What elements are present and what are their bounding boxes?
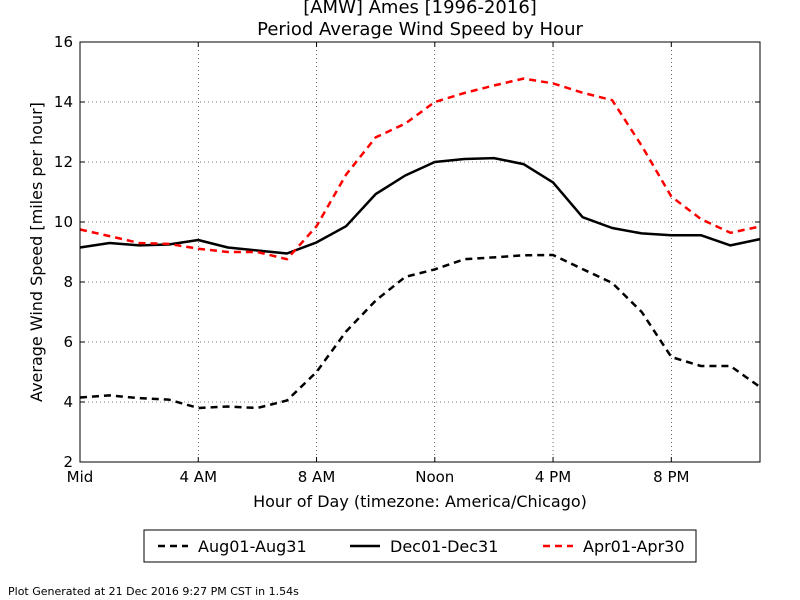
series-lines xyxy=(79,77,761,410)
x-tick-label: 8 PM xyxy=(653,468,689,486)
legend: Aug01-Aug31 Dec01-Dec31 Apr01-Apr30 xyxy=(143,529,697,563)
y-tick-label: 8 xyxy=(63,273,73,291)
series-line-1 xyxy=(79,156,761,255)
axis-ticks: Mid 4 AM 8 AM Noon 4 PM 8 PM 2 4 6 8 10 12 14 16 xyxy=(54,33,760,486)
y-tick-label: 4 xyxy=(63,393,73,411)
chart-subtitle: Period Average Wind Speed by Hour xyxy=(257,19,583,40)
y-tick-label: 6 xyxy=(63,333,73,351)
legend-box xyxy=(143,529,697,563)
legend-label-0: Aug01-Aug31 xyxy=(198,537,307,556)
legend-label-1: Dec01-Dec31 xyxy=(390,537,498,556)
x-axis-label: Hour of Day (timezone: America/Chicago) xyxy=(253,492,587,511)
y-tick-label: 12 xyxy=(54,153,73,171)
legend-label-2: Apr01-Apr30 xyxy=(583,537,685,556)
plot-frame xyxy=(79,41,761,463)
x-tick-label: 8 AM xyxy=(298,468,336,486)
series-line-2 xyxy=(79,77,761,261)
chart-title: [AMW] Ames [1996-2016] xyxy=(303,0,537,18)
series-line-0 xyxy=(79,253,761,410)
y-tick-label: 10 xyxy=(54,213,73,231)
y-tick-label: 2 xyxy=(63,453,73,471)
x-tick-label: Mid xyxy=(67,468,94,486)
x-tick-label: 4 AM xyxy=(180,468,218,486)
x-tick-label: Noon xyxy=(415,468,454,486)
y-tick-label: 14 xyxy=(54,93,73,111)
y-axis-label: Average Wind Speed [miles per hour] xyxy=(27,102,46,402)
grid-lines xyxy=(79,41,760,463)
footer-note: Plot Generated at 21 Dec 2016 9:27 PM CS… xyxy=(8,585,299,598)
y-tick-label: 16 xyxy=(54,33,73,51)
x-tick-label: 4 PM xyxy=(535,468,571,486)
